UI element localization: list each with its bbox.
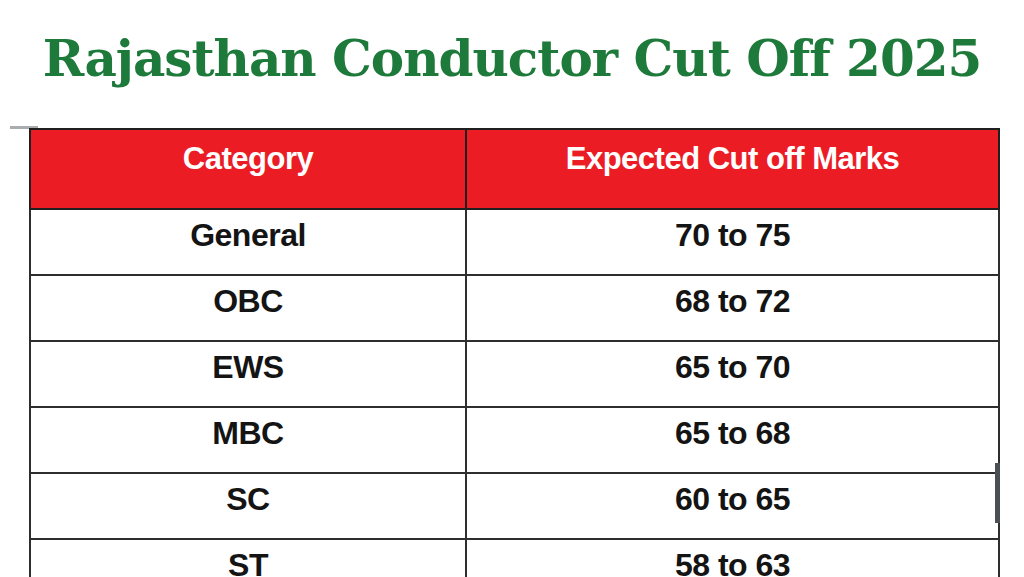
column-header-category: Category (30, 129, 466, 209)
category-cell: SC (30, 473, 466, 539)
marks-cell: 60 to 65 (466, 473, 999, 539)
cutoff-table: Category Expected Cut off Marks General … (29, 128, 1000, 577)
category-cell: ST (30, 539, 466, 577)
table-row: MBC 65 to 68 (30, 407, 999, 473)
table-row: ST 58 to 63 (30, 539, 999, 577)
table-row: OBC 68 to 72 (30, 275, 999, 341)
marks-cell: 65 to 68 (466, 407, 999, 473)
table-body: General 70 to 75 OBC 68 to 72 EWS 65 to … (30, 209, 999, 577)
marks-cell: 65 to 70 (466, 341, 999, 407)
marks-cell: 58 to 63 (466, 539, 999, 577)
table-row: EWS 65 to 70 (30, 341, 999, 407)
table-header-row: Category Expected Cut off Marks (30, 129, 999, 209)
category-cell: General (30, 209, 466, 275)
table-row: SC 60 to 65 (30, 473, 999, 539)
category-cell: MBC (30, 407, 466, 473)
marks-cell: 70 to 75 (466, 209, 999, 275)
table-row: General 70 to 75 (30, 209, 999, 275)
category-cell: OBC (30, 275, 466, 341)
marks-cell: 68 to 72 (466, 275, 999, 341)
page-title: Rajasthan Conductor Cut Off 2025 (0, 20, 1024, 98)
column-header-marks: Expected Cut off Marks (466, 129, 999, 209)
infographic-canvas: Rajasthan Conductor Cut Off 2025 Categor… (0, 0, 1024, 577)
table-right-border-artifact (995, 463, 1000, 523)
category-cell: EWS (30, 341, 466, 407)
